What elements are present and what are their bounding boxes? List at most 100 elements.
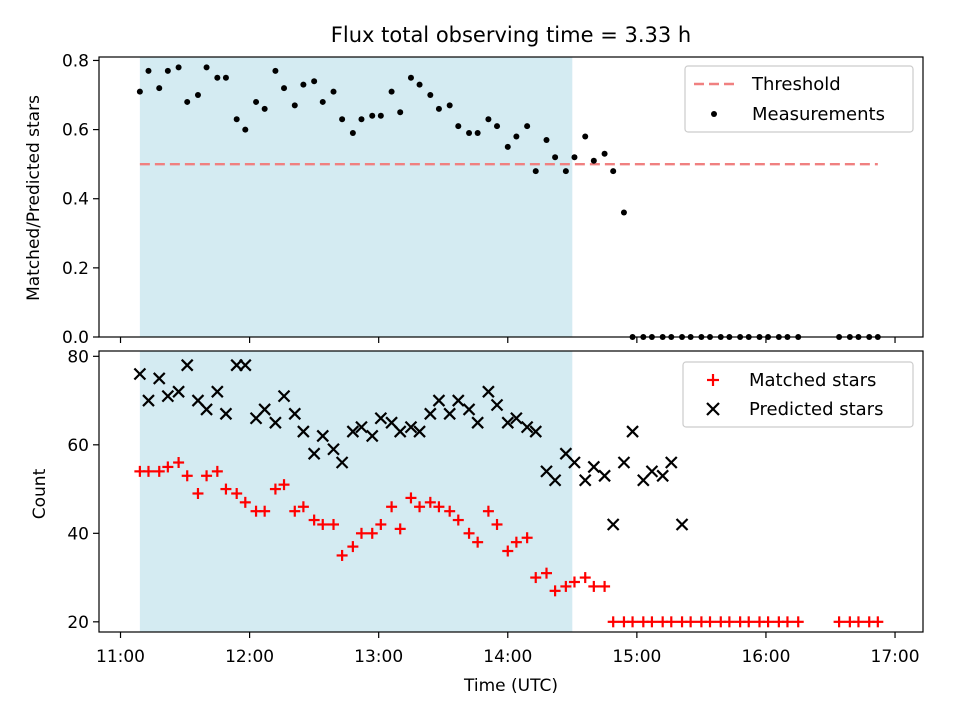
predicted-star-point bbox=[297, 425, 310, 438]
predicted-star-point bbox=[200, 403, 213, 416]
matched-star-point bbox=[646, 616, 658, 628]
matched-star-point bbox=[549, 585, 561, 597]
legend-measurements-swatch bbox=[711, 111, 717, 117]
predicted-star-point bbox=[482, 385, 495, 398]
legend-matched-swatch bbox=[707, 374, 719, 386]
matched-star-point bbox=[211, 465, 223, 477]
predicted-star-point bbox=[617, 456, 631, 469]
measurement-point bbox=[156, 85, 163, 92]
predicted-star-point bbox=[365, 429, 379, 443]
matched-star-point bbox=[762, 616, 774, 628]
measurement-point bbox=[435, 105, 442, 112]
measurement-point bbox=[466, 130, 473, 137]
matched-star-point bbox=[259, 505, 271, 517]
matched-star-point bbox=[568, 576, 580, 588]
measurement-point bbox=[601, 150, 608, 157]
bottom-ylabel: Count bbox=[30, 468, 50, 519]
predicted-star-point bbox=[413, 425, 426, 438]
measurement-point bbox=[562, 168, 569, 175]
matched-star-point bbox=[530, 572, 542, 584]
matched-star-point bbox=[579, 572, 591, 584]
y-tick-label: 0.0 bbox=[62, 328, 89, 348]
predicted-star-point bbox=[152, 372, 166, 385]
y-tick-label: 60 bbox=[67, 436, 89, 456]
matched-star-point bbox=[317, 518, 329, 530]
matched-star-point bbox=[394, 523, 406, 535]
x-tick-label: 15:00 bbox=[612, 647, 661, 667]
matched-star-point bbox=[433, 501, 445, 513]
legend-threshold-label: Threshold bbox=[751, 74, 841, 95]
measurement-point bbox=[319, 98, 326, 105]
predicted-star-point bbox=[626, 425, 639, 438]
measurement-point bbox=[311, 78, 318, 85]
matched-star-point bbox=[704, 616, 716, 628]
predicted-star-point bbox=[239, 358, 252, 372]
predicted-star-point bbox=[307, 447, 321, 460]
matched-star-point bbox=[231, 487, 243, 499]
measurement-point bbox=[349, 130, 356, 137]
bottom-x-axis: 11:00 12:00 13:00 14:00 15:00 16:00 17:00 bbox=[96, 632, 920, 667]
predicted-star-point bbox=[510, 411, 523, 425]
matched-star-point bbox=[153, 465, 165, 477]
top-ylabel: Matched/Predicted stars bbox=[24, 95, 44, 301]
y-tick-label: 0.6 bbox=[62, 121, 89, 141]
bottom-axes-frame bbox=[98, 350, 924, 633]
matched-star-point bbox=[366, 527, 378, 539]
predicted-star-point bbox=[490, 398, 504, 412]
matched-star-point bbox=[452, 514, 464, 526]
measurement-point bbox=[388, 88, 395, 95]
matched-star-point bbox=[386, 501, 398, 513]
predicted-star-point bbox=[501, 416, 515, 429]
y-tick-label: 80 bbox=[67, 347, 89, 367]
measurement-point bbox=[300, 81, 307, 88]
predicted-star-point bbox=[142, 394, 155, 407]
matched-star-point bbox=[743, 616, 755, 628]
predicted-star-point bbox=[568, 456, 581, 469]
legend-measurements-label: Measurements bbox=[752, 104, 885, 125]
measurement-point bbox=[291, 102, 298, 109]
predicted-star-point bbox=[529, 425, 543, 438]
measurement-point bbox=[145, 67, 152, 74]
legend-matched-label: Matched stars bbox=[749, 370, 876, 391]
measurement-point bbox=[136, 88, 143, 95]
matched-star-point bbox=[872, 616, 884, 628]
y-tick-label: 20 bbox=[67, 613, 89, 633]
matched-star-points bbox=[134, 457, 884, 628]
measurement-point bbox=[369, 112, 376, 119]
matched-star-point bbox=[328, 518, 340, 530]
matched-star-point bbox=[685, 616, 697, 628]
matched-star-point bbox=[220, 483, 232, 495]
predicted-star-point bbox=[404, 420, 418, 434]
predicted-star-point bbox=[393, 425, 407, 438]
measurement-point bbox=[222, 74, 229, 81]
bottom-y-axis: 20 40 60 80 bbox=[67, 347, 99, 633]
y-tick-label: 0.4 bbox=[62, 190, 89, 210]
measurement-point bbox=[242, 126, 249, 133]
matched-star-point bbox=[491, 518, 503, 530]
measurement-point bbox=[582, 133, 589, 140]
matched-star-point bbox=[289, 505, 301, 517]
predicted-star-points bbox=[133, 358, 689, 531]
predicted-star-point bbox=[645, 465, 659, 478]
predicted-star-point bbox=[432, 394, 446, 407]
predicted-star-point bbox=[269, 416, 282, 429]
matched-star-point bbox=[375, 518, 387, 530]
matched-star-point bbox=[560, 580, 572, 592]
predicted-star-point bbox=[548, 473, 562, 487]
measurement-point bbox=[543, 136, 550, 143]
predicted-star-point bbox=[656, 469, 669, 483]
matched-star-point bbox=[781, 616, 793, 628]
matched-star-point bbox=[599, 580, 611, 592]
measurement-point bbox=[281, 85, 288, 92]
top-shaded-region bbox=[139, 57, 573, 337]
measurement-point bbox=[504, 143, 511, 150]
measurement-point bbox=[427, 92, 434, 99]
x-tick-label: 16:00 bbox=[741, 647, 790, 667]
predicted-star-point bbox=[587, 460, 601, 474]
matched-star-point bbox=[472, 536, 484, 548]
matched-star-point bbox=[142, 465, 154, 477]
top-axes-frame bbox=[98, 56, 924, 338]
measurement-point bbox=[253, 98, 260, 105]
